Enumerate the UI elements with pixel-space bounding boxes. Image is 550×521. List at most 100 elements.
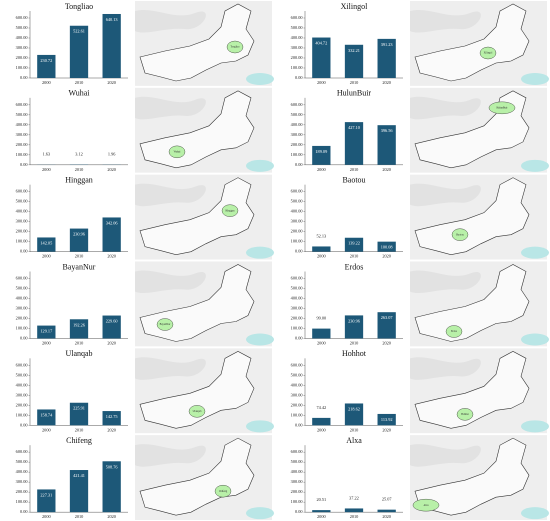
x-tick-label: 2020 [107, 167, 116, 172]
highlight-region [412, 498, 440, 512]
x-tick-label: 2020 [382, 254, 391, 259]
value-label: 230.96 [73, 232, 86, 237]
x-tick-label: 2000 [317, 340, 326, 345]
x-tick-label: 2020 [382, 340, 391, 345]
x-tick-label: 2010 [350, 167, 359, 172]
map-label: Chifeng [219, 490, 228, 493]
y-tick-label: 500.00 [291, 285, 303, 290]
y-tick-label: 100.00 [16, 239, 28, 244]
map-label: Tongliao [230, 46, 240, 49]
x-tick-label: 2020 [382, 167, 391, 172]
value-label: 404.72 [315, 41, 327, 46]
y-tick-label: 100.00 [291, 325, 303, 330]
map-relief [135, 96, 206, 120]
chart-title: Xilingol [341, 2, 368, 11]
x-tick-label: 2010 [350, 427, 359, 432]
x-tick-label: 2000 [42, 514, 51, 519]
value-label: 192.26 [73, 322, 86, 327]
bar [312, 145, 331, 165]
value-label: 396.56 [381, 128, 394, 133]
y-tick-label: 500.00 [291, 459, 303, 464]
x-tick-label: 2020 [107, 340, 116, 345]
map: Wuhai [135, 87, 274, 173]
y-tick-label: 100.00 [16, 499, 28, 504]
y-tick-label: 500.00 [291, 372, 303, 377]
y-tick-label: 500.00 [291, 25, 303, 30]
x-tick-label: 2020 [107, 254, 116, 259]
map-relief [410, 357, 481, 380]
value-label: 230.72 [40, 58, 52, 63]
y-tick-label: 400.00 [291, 122, 303, 127]
bar [37, 54, 56, 78]
sea [246, 507, 274, 520]
y-tick-label: 200.00 [16, 489, 28, 494]
value-label: 218.62 [348, 406, 360, 411]
value-label: 100.08 [381, 245, 393, 250]
y-tick-label: 300.00 [291, 219, 303, 224]
value-label: 225.91 [73, 406, 85, 411]
value-label: 52.13 [316, 233, 326, 238]
value-label: 230.96 [348, 318, 361, 323]
y-tick-label: 400.00 [16, 382, 28, 387]
y-tick-label: 500.00 [16, 199, 28, 204]
x-tick-label: 2000 [317, 254, 326, 259]
y-tick-label: 0.00 [295, 162, 303, 167]
map-label: Hohhot [461, 413, 469, 416]
value-label: 263.07 [381, 315, 394, 320]
region-outline [414, 177, 530, 255]
y-tick-label: 100.00 [16, 152, 28, 157]
y-tick-label: 600.00 [291, 189, 303, 194]
x-tick-label: 2000 [42, 340, 51, 345]
value-label: 1.96 [108, 152, 116, 157]
y-tick-label: 300.00 [291, 45, 303, 50]
highlight-region [156, 318, 174, 331]
chart-title: Erdos [345, 262, 364, 271]
chart-title: Tongliao [65, 2, 93, 11]
highlight-region [188, 405, 206, 418]
bar [102, 13, 121, 78]
y-tick-label: 0.00 [295, 422, 303, 427]
value-label: 158.74 [40, 412, 53, 417]
y-tick-label: 600.00 [291, 15, 303, 20]
highlight-region [488, 101, 516, 115]
x-tick-label: 2000 [317, 427, 326, 432]
bar [312, 510, 331, 513]
map: BayanNur [135, 261, 274, 347]
region-outline [139, 350, 255, 429]
y-tick-label: 100.00 [16, 412, 28, 417]
map: Tongliao [135, 1, 274, 86]
x-tick-label: 2020 [107, 514, 116, 519]
highlight-region [168, 145, 186, 159]
value-label: 129.17 [40, 329, 53, 334]
y-tick-label: 500.00 [16, 459, 28, 464]
y-tick-label: 0.00 [295, 509, 303, 514]
region-outline [414, 350, 530, 429]
y-tick-label: 0.00 [20, 75, 28, 80]
y-tick-label: 500.00 [291, 199, 303, 204]
y-tick-label: 600.00 [291, 449, 303, 454]
bar [312, 417, 331, 426]
y-tick-label: 600.00 [16, 449, 28, 454]
y-tick-label: 200.00 [16, 229, 28, 234]
bar [377, 38, 396, 78]
y-tick-label: 0.00 [20, 249, 28, 254]
value-label: 3.12 [75, 152, 83, 157]
bar [344, 122, 364, 165]
bar [344, 315, 364, 339]
y-tick-label: 400.00 [16, 209, 28, 214]
bar [69, 470, 89, 513]
y-tick-label: 200.00 [16, 142, 28, 147]
chart-title: Ulanqab [65, 349, 92, 358]
y-tick-label: 500.00 [16, 285, 28, 290]
x-tick-label: 2020 [107, 427, 116, 432]
sea [521, 333, 549, 346]
y-tick-label: 400.00 [291, 35, 303, 40]
value-label: 142.75 [106, 414, 118, 419]
region-outline [139, 3, 255, 82]
map-label: Alxa [423, 504, 429, 507]
y-tick-label: 100.00 [16, 65, 28, 70]
map-label: BayanNur [160, 323, 171, 326]
chart-title: BayanNur [63, 262, 96, 271]
sea [246, 333, 274, 346]
bar [69, 25, 89, 79]
